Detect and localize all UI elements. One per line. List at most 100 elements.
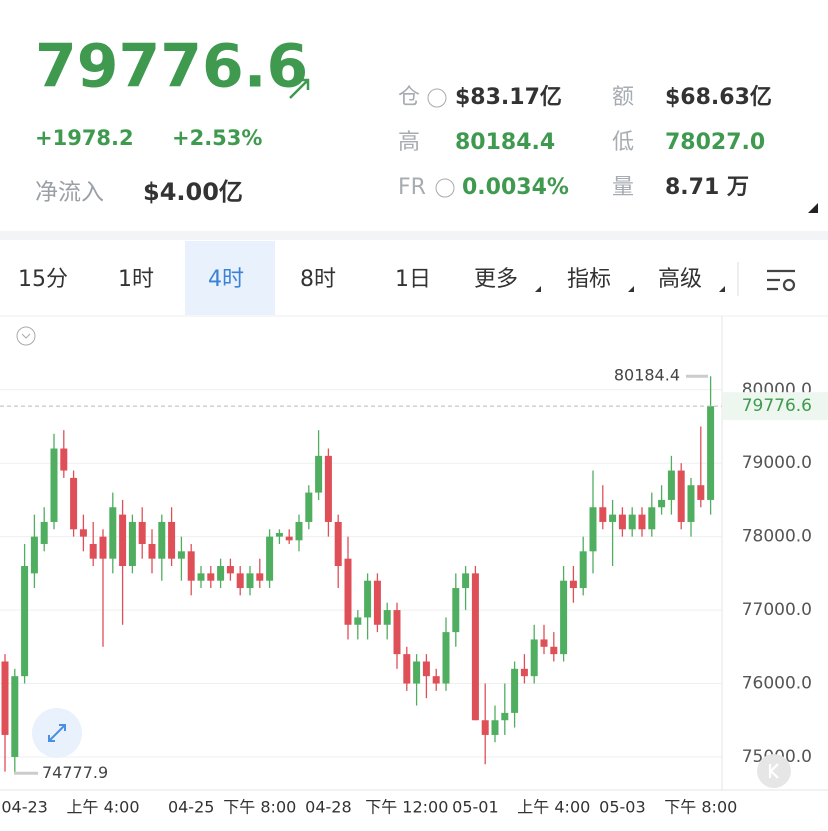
tab[interactable]: 高级 (658, 267, 702, 292)
candle-body (305, 492, 313, 522)
candle-body (168, 521, 176, 559)
last-price-label: 79776.6 (742, 396, 812, 416)
candle-body (89, 543, 97, 559)
candle-body (138, 521, 146, 544)
y-tick-label: 78000.0 (742, 527, 812, 547)
candle-body (315, 455, 323, 493)
candle-body (569, 580, 577, 589)
candle-body (128, 521, 136, 567)
scroll-icon (768, 763, 779, 779)
net-flow-label: 净流入 (35, 180, 104, 206)
tab[interactable]: 1时 (118, 267, 154, 292)
candle-body (79, 529, 87, 537)
tab[interactable]: 指标 (567, 267, 611, 292)
candle-body (579, 551, 587, 589)
stat-value: 8.71 万 (665, 175, 749, 200)
tab[interactable]: 更多 (474, 267, 518, 292)
tab[interactable]: 8时 (300, 267, 336, 292)
info-icon (427, 88, 447, 108)
candle-body (30, 536, 38, 574)
dropdown-caret (719, 286, 725, 292)
candle-body (628, 514, 636, 530)
candle-body (207, 573, 215, 581)
tab[interactable]: 15分 (18, 267, 68, 292)
divider (0, 231, 828, 240)
collapse-icon[interactable] (16, 326, 36, 346)
tabs: 15分 1时 4时 8时 1日 更多 指标 高级 (18, 267, 725, 292)
x-tick-label: 下午 12:00 (365, 798, 448, 817)
candle-body (236, 573, 244, 589)
candle-body (50, 448, 58, 522)
active-tab-bg (185, 241, 275, 315)
stat-value: $83.17亿 (455, 85, 562, 110)
candle-body (540, 639, 548, 647)
x-tick-label: 下午 8:00 (223, 798, 296, 817)
candle-body (364, 580, 372, 618)
candle-body (324, 455, 332, 522)
candle-body (422, 661, 430, 677)
stat-label: 额 (612, 85, 634, 110)
scroll-button[interactable] (757, 754, 791, 788)
change: +1978.2 (35, 126, 134, 150)
x-tick-label: 04-28 (305, 798, 352, 817)
candle-body (266, 536, 274, 581)
dropdown-caret (628, 286, 634, 292)
candle-body (354, 617, 362, 625)
candle-body (442, 632, 450, 684)
candle-body (40, 521, 48, 544)
collapse-chevron (21, 333, 31, 339)
x-tick-label: 04-23 (1, 798, 48, 817)
stat-value: $68.63亿 (665, 85, 772, 110)
candle-body (344, 558, 352, 625)
candle-body (109, 507, 117, 559)
candle-body (383, 610, 391, 625)
candle-body (197, 573, 205, 581)
candle-body (599, 507, 607, 522)
candle-body (520, 668, 528, 677)
tab[interactable]: 1日 (395, 267, 431, 292)
candle-body (667, 470, 675, 500)
x-tick-label: 下午 8:00 (664, 798, 737, 817)
last-price-bg (723, 392, 828, 421)
chart: 75000.076000.077000.078000.079000.080000… (0, 366, 828, 817)
candle-body (609, 514, 617, 522)
candle-body (187, 551, 195, 581)
candle-body (373, 580, 381, 625)
trend-arrow (289, 78, 310, 99)
x-tick-label: 05-01 (452, 798, 499, 817)
candle-body (511, 668, 519, 713)
candle-body (1, 661, 9, 735)
expand-icon (48, 724, 66, 742)
candle-body (70, 477, 78, 530)
y-tick-label: 77000.0 (742, 600, 812, 620)
candle-body (295, 521, 303, 541)
settings-icon[interactable] (767, 269, 796, 292)
candle-body (393, 610, 401, 655)
dropdown-caret (535, 286, 541, 292)
stat-label: 高 (398, 130, 420, 155)
candle-body (148, 543, 156, 559)
candle-body (491, 720, 499, 735)
candle-body (648, 507, 656, 530)
candle-body (21, 566, 29, 677)
y-tick-label: 79000.0 (742, 453, 812, 473)
stat-label: FR (398, 175, 426, 200)
candle-body (99, 536, 107, 559)
candle-body (285, 536, 293, 541)
tab[interactable]: 4时 (208, 267, 244, 292)
candle-body (481, 720, 489, 735)
candle-body (11, 676, 19, 757)
candle-body (530, 639, 538, 677)
info-icon (435, 178, 455, 198)
corner-icon (808, 203, 818, 213)
x-tick-label: 上午 4:00 (517, 798, 590, 817)
candle-body (217, 566, 225, 581)
candle-body (158, 521, 166, 559)
x-tick-label: 05-03 (599, 798, 646, 817)
max-marker-label: 80184.4 (614, 366, 680, 385)
candle-body (677, 470, 685, 522)
price: 79776.6 (35, 32, 308, 102)
stat-label: 仓 (398, 85, 420, 110)
